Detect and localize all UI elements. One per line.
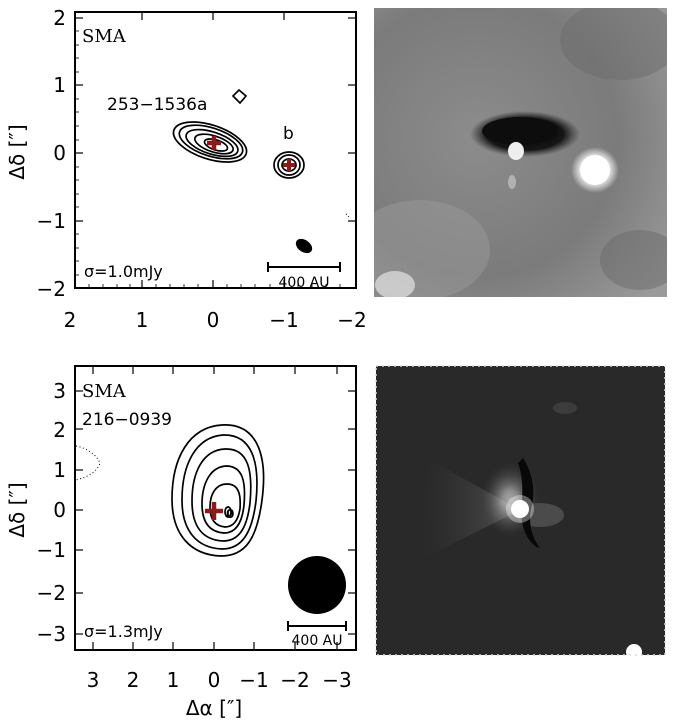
instrument-label: SMA [82, 26, 127, 47]
y-tick-label: 0 [53, 498, 66, 522]
x-tick-label: −1 [269, 308, 298, 332]
beam-ellipse [288, 556, 346, 614]
scale-bar-label: 400 AU [279, 275, 330, 291]
central-source [511, 500, 529, 518]
x-tick-label: −1 [239, 668, 268, 692]
x-tick-label: −3 [322, 668, 351, 692]
bottom-right-image [376, 366, 665, 655]
plot-frame [74, 365, 357, 651]
small-contour [231, 88, 248, 105]
reflection-fan [420, 460, 520, 560]
companion-marker-icon [283, 159, 295, 171]
plot-frame [74, 11, 357, 289]
y-tick-label: 3 [53, 379, 66, 403]
contours-216-0939 [171, 424, 265, 557]
peak-label: 0 [226, 507, 234, 521]
instrument-label: SMA [82, 381, 127, 402]
y-axis-label: Δδ [″] [5, 482, 29, 537]
scale-bar [287, 621, 347, 631]
dark-disk-lane [518, 458, 540, 548]
x-tick-label: −2 [337, 308, 366, 332]
contours-source-a [172, 121, 248, 163]
y-tick-label: 0 [53, 141, 66, 165]
scale-bar [267, 262, 341, 272]
y-tick-label: −2 [37, 581, 66, 605]
x-tick-label: −2 [280, 668, 309, 692]
y-tick-label: 2 [53, 418, 66, 442]
x-tick-label: 0 [207, 308, 220, 332]
y-tick-label: 2 [53, 6, 66, 30]
scale-bar-label: 400 AU [292, 633, 343, 649]
x-tick-label: 3 [87, 668, 100, 692]
y-tick-label: −2 [37, 277, 66, 301]
x-tick-label: 0 [208, 668, 221, 692]
y-tick-label: −3 [37, 622, 66, 646]
y-tick-label: 1 [53, 73, 66, 97]
dotted-fragment [345, 213, 351, 219]
dotted-contour [75, 445, 101, 481]
source-label: 253−1536a [107, 95, 207, 115]
x-tick-label: 2 [127, 668, 140, 692]
x-tick-label: 1 [136, 308, 149, 332]
sigma-label: σ=1.0mJy [84, 262, 163, 281]
axis-ticks [75, 12, 356, 289]
y-tick-label: −1 [37, 209, 66, 233]
corner-star [626, 644, 642, 655]
axis-ticks [75, 366, 356, 650]
top-right-image [374, 8, 667, 297]
x-tick-label: 1 [167, 668, 180, 692]
y-axis-label: Δδ [″] [5, 124, 29, 179]
y-tick-label: −1 [37, 538, 66, 562]
bottom-right-frame [375, 365, 666, 656]
beam-ellipse [295, 238, 313, 254]
companion-label: b [283, 124, 294, 144]
source-marker-icon [207, 136, 221, 150]
minor-ticks [75, 30, 341, 288]
x-axis-label: Δα [″] [186, 696, 242, 720]
y-tick-label: 1 [53, 458, 66, 482]
source-label: 216−0939 [82, 410, 172, 430]
x-tick-label: 2 [64, 308, 77, 332]
sigma-label: σ=1.3mJy [84, 622, 163, 641]
source-marker-icon [205, 502, 223, 520]
top-left-panel: 2 1 0 −1 −2 2 1 0 −1 −2 Δδ [″] SMA 253−1… [5, 6, 367, 332]
bottom-left-panel: 3 2 1 0 −1 −2 −3 3 2 1 0 −1 −2 −3 Δδ [″]… [5, 365, 357, 720]
